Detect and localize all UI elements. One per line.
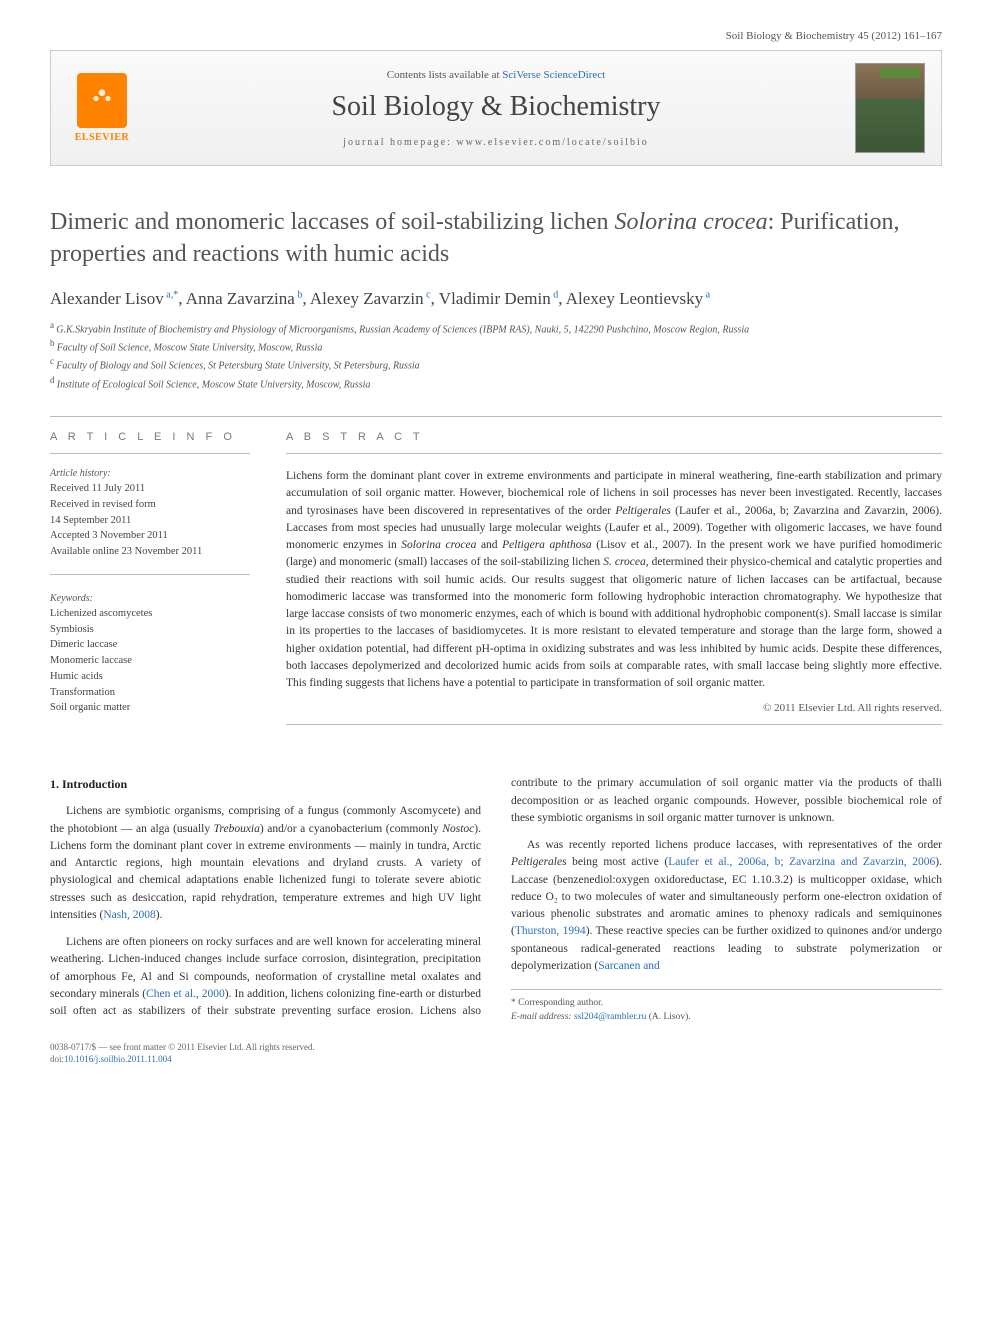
- affiliation-line: b Faculty of Soil Science, Moscow State …: [50, 337, 942, 355]
- homepage-url: www.elsevier.com/locate/soilbio: [456, 137, 648, 148]
- elsevier-tree-icon: [77, 73, 127, 128]
- journal-cover-thumbnail: [855, 63, 925, 153]
- history-item: Received in revised form: [50, 497, 250, 513]
- article-title: Dimeric and monomeric laccases of soil-s…: [50, 206, 942, 271]
- affiliation-sup: d: [50, 375, 57, 385]
- keyword-item: Lichenized ascomycetes: [50, 606, 250, 622]
- contents-line: Contents lists available at SciVerse Sci…: [153, 69, 839, 81]
- elsevier-logo: ELSEVIER: [67, 68, 137, 148]
- abstract-text: Lichens form the dominant plant cover in…: [286, 468, 942, 692]
- affiliation-line: c Faculty of Biology and Soil Sciences, …: [50, 355, 942, 373]
- email-paren: (A. Lisov).: [646, 1012, 690, 1022]
- keyword-item: Monomeric laccase: [50, 653, 250, 669]
- article-info-column: A R T I C L E I N F O Article history: R…: [50, 431, 250, 739]
- author: Alexander Lisov a,*: [50, 289, 178, 308]
- affiliation-sup: c: [50, 356, 56, 366]
- history-list: Received 11 July 2011Received in revised…: [50, 481, 250, 560]
- body-paragraph: Lichens are symbiotic organisms, compris…: [50, 803, 481, 924]
- species-name: S. crocea: [603, 556, 646, 568]
- history-label: Article history:: [50, 468, 250, 479]
- citation-link[interactable]: Laufer et al., 2006a, b; Zavarzina and Z…: [668, 856, 935, 868]
- authors-line: Alexander Lisov a,*, Anna Zavarzina b, A…: [50, 289, 942, 309]
- keywords-block: Keywords: Lichenized ascomycetesSymbiosi…: [50, 593, 250, 716]
- corresponding-author-footnote: * Corresponding author. E-mail address: …: [511, 989, 942, 1025]
- divider-rule: [50, 416, 942, 417]
- email-label: E-mail address:: [511, 1012, 574, 1022]
- author: Vladimir Demin d: [439, 289, 558, 308]
- contents-prefix: Contents lists available at: [387, 69, 502, 81]
- footer-block: 0038-0717/$ — see front matter © 2011 El…: [50, 1041, 942, 1066]
- sciencedirect-link[interactable]: SciVerse ScienceDirect: [502, 69, 605, 81]
- author: Alexey Zavarzin c: [310, 289, 431, 308]
- species-name: Trebouxia: [214, 823, 260, 835]
- abstract-rule: [286, 453, 942, 454]
- keyword-item: Dimeric laccase: [50, 637, 250, 653]
- doi-link[interactable]: 10.1016/j.soilbio.2011.11.004: [64, 1054, 172, 1064]
- history-item: Accepted 3 November 2011: [50, 528, 250, 544]
- corresponding-email[interactable]: ssl204@rambler.ru: [574, 1012, 646, 1022]
- citation-link[interactable]: Nash, 2008: [103, 909, 155, 921]
- abstract-end-rule: [286, 724, 942, 725]
- journal-banner: ELSEVIER Contents lists available at Sci…: [50, 50, 942, 166]
- keyword-item: Humic acids: [50, 669, 250, 685]
- species-name: Peltigera aphthosa: [502, 539, 592, 551]
- affiliation-sup: a: [50, 320, 56, 330]
- citation-link[interactable]: Chen et al., 2000: [146, 988, 225, 1000]
- abstract-copyright: © 2011 Elsevier Ltd. All rights reserved…: [286, 702, 942, 714]
- keywords-label: Keywords:: [50, 593, 250, 604]
- author-affil-sup: c: [424, 289, 431, 300]
- history-item: Received 11 July 2011: [50, 481, 250, 497]
- elsevier-label: ELSEVIER: [75, 132, 130, 143]
- section-heading-intro: 1. Introduction: [50, 775, 481, 793]
- history-item: Available online 23 November 2011: [50, 544, 250, 560]
- abstract-column: A B S T R A C T Lichens form the dominan…: [286, 431, 942, 739]
- title-species: Solorina crocea: [614, 209, 767, 235]
- keyword-item: Symbiosis: [50, 622, 250, 638]
- keyword-item: Transformation: [50, 685, 250, 701]
- affiliation-line: a G.K.Skryabin Institute of Biochemistry…: [50, 319, 942, 337]
- citation-link[interactable]: Sarcanen and: [598, 960, 660, 972]
- body-paragraph: As was recently reported lichens produce…: [511, 837, 942, 975]
- running-header: Soil Biology & Biochemistry 45 (2012) 16…: [50, 30, 942, 42]
- citation-link[interactable]: Thurston, 1994: [515, 925, 586, 937]
- affiliation-sup: b: [50, 338, 57, 348]
- species-name: Peltigerales: [511, 856, 567, 868]
- author-affil-sup: a: [703, 289, 710, 300]
- keyword-item: Soil organic matter: [50, 700, 250, 716]
- journal-name: Soil Biology & Biochemistry: [153, 91, 839, 123]
- article-info-heading: A R T I C L E I N F O: [50, 431, 250, 443]
- banner-center: Contents lists available at SciVerse Sci…: [153, 69, 839, 148]
- author: Alexey Leontievsky a: [566, 289, 710, 308]
- info-rule-2: [50, 574, 250, 575]
- corresponding-label: * Corresponding author.: [511, 996, 942, 1010]
- species-name: Peltigerales: [615, 505, 671, 517]
- species-name: Nostoc: [442, 823, 474, 835]
- affiliations-block: a G.K.Skryabin Institute of Biochemistry…: [50, 319, 942, 392]
- abstract-heading: A B S T R A C T: [286, 431, 942, 443]
- author-affil-sup: d: [551, 289, 559, 300]
- author-affil-sup: b: [295, 289, 303, 300]
- info-abstract-row: A R T I C L E I N F O Article history: R…: [50, 431, 942, 739]
- footer-copyright: 0038-0717/$ — see front matter © 2011 El…: [50, 1041, 942, 1054]
- doi-label: doi:: [50, 1054, 64, 1064]
- keywords-list: Lichenized ascomycetesSymbiosisDimeric l…: [50, 606, 250, 716]
- homepage-line: journal homepage: www.elsevier.com/locat…: [153, 137, 839, 148]
- info-rule: [50, 453, 250, 454]
- author: Anna Zavarzina b: [186, 289, 303, 308]
- affiliation-line: d Institute of Ecological Soil Science, …: [50, 374, 942, 392]
- author-affil-sup: a,*: [164, 289, 178, 300]
- title-part1: Dimeric and monomeric laccases of soil-s…: [50, 209, 614, 235]
- history-item: 14 September 2011: [50, 513, 250, 529]
- email-line: E-mail address: ssl204@rambler.ru (A. Li…: [511, 1010, 942, 1024]
- body-text: 1. Introduction Lichens are symbiotic or…: [50, 775, 942, 1024]
- footer-doi-line: doi:10.1016/j.soilbio.2011.11.004: [50, 1053, 942, 1066]
- homepage-prefix: journal homepage:: [343, 137, 456, 148]
- species-name: Solorina crocea: [401, 539, 476, 551]
